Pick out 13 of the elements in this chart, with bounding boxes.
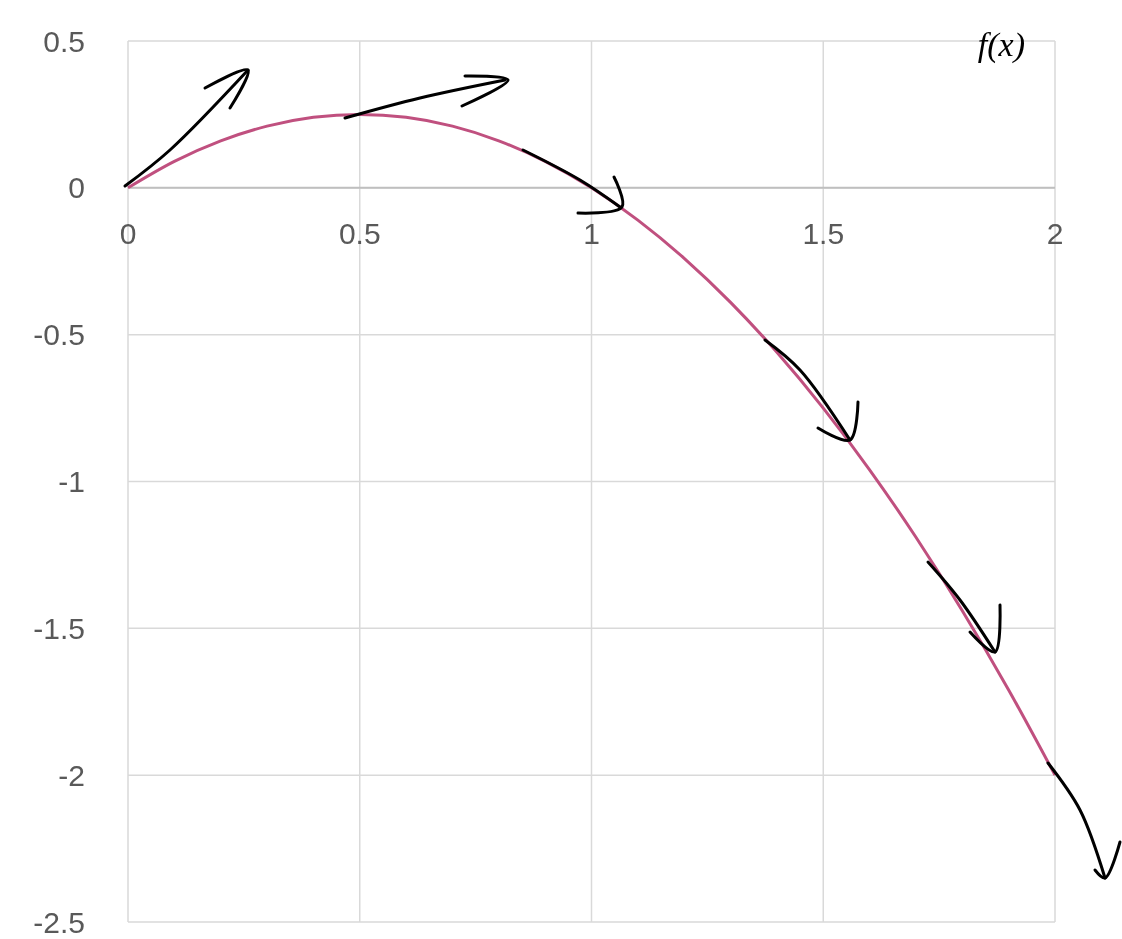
x-tick-label: 2 bbox=[1046, 216, 1064, 250]
y-tick-label: -1.5 bbox=[33, 611, 85, 645]
x-tick-label: 0 bbox=[119, 216, 137, 250]
y-tick-label: 0 bbox=[68, 171, 85, 205]
y-axis-title: f(x) bbox=[977, 26, 1025, 64]
x-tick-label: 1 bbox=[583, 216, 600, 250]
y-tick-label: -0.5 bbox=[33, 318, 85, 352]
y-tick-label: -1 bbox=[58, 465, 85, 498]
y-tick-label: -2.5 bbox=[33, 905, 85, 939]
x-tick-label: 1.5 bbox=[802, 216, 845, 250]
y-tick-label: -2 bbox=[58, 758, 85, 792]
x-tick-label: 0.5 bbox=[338, 216, 381, 250]
y-tick-label: 0.5 bbox=[43, 24, 85, 58]
